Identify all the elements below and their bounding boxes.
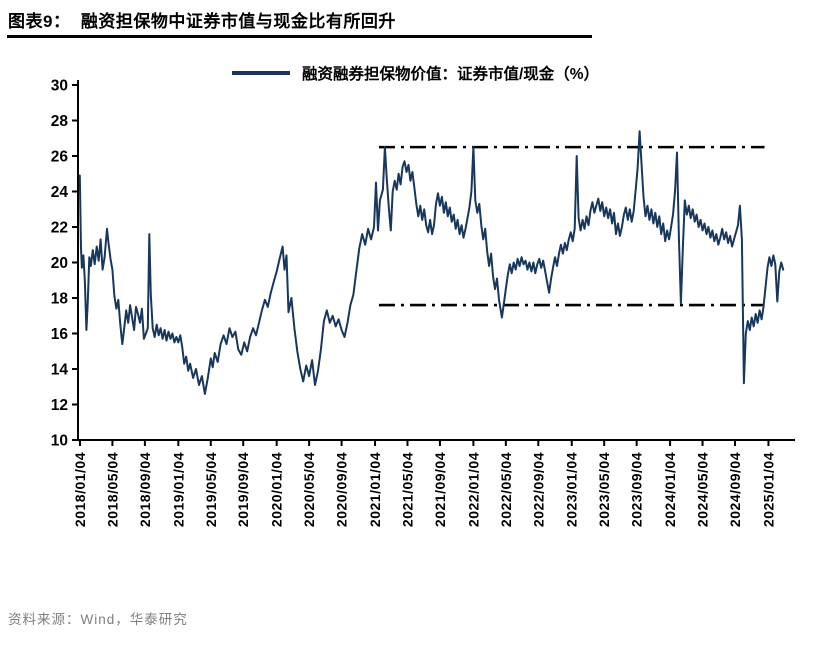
x-tick-label: 2024/01/04 — [662, 452, 678, 527]
y-tick-label: 22 — [51, 220, 68, 237]
y-tick-label: 30 — [51, 78, 68, 95]
x-tick-label: 2023/01/04 — [564, 452, 580, 527]
x-tick-label: 2023/09/04 — [629, 452, 645, 527]
x-tick-label: 2021/05/04 — [399, 452, 415, 527]
x-tick-label: 2019/09/04 — [235, 452, 251, 527]
x-tick-label: 2019/01/04 — [170, 452, 186, 527]
y-tick-label: 14 — [51, 362, 69, 379]
x-tick-label: 2019/05/04 — [203, 452, 219, 527]
x-tick-label: 2023/05/04 — [596, 452, 612, 527]
y-tick-label: 16 — [51, 326, 69, 343]
chart-legend: 融资融券担保物价值：证券市值/现金（%） — [0, 62, 831, 84]
y-tick-label: 18 — [51, 291, 69, 308]
x-tick-label: 2021/01/04 — [367, 452, 383, 527]
x-tick-label: 2021/09/04 — [432, 452, 448, 527]
y-tick-label: 10 — [51, 433, 68, 450]
source-note: 资料来源：Wind，华泰研究 — [8, 612, 188, 627]
y-tick-label: 20 — [51, 255, 68, 272]
x-tick-label: 2020/09/04 — [334, 452, 350, 527]
figure-title: 图表9： 融资担保物中证券市值与现金比有所回升 — [8, 12, 396, 31]
series-line — [78, 130, 785, 395]
x-tick-label: 2018/09/04 — [137, 452, 153, 527]
title-underline — [7, 35, 592, 38]
x-tick-label: 2020/01/04 — [269, 452, 285, 527]
x-tick-label: 2018/05/04 — [104, 452, 120, 527]
x-tick-label: 2022/09/04 — [530, 452, 546, 527]
x-tick-label: 2020/05/04 — [301, 452, 317, 527]
x-tick-label: 2018/01/04 — [72, 452, 88, 527]
x-tick-label: 2024/09/04 — [727, 452, 743, 527]
x-tick-label: 2022/05/04 — [498, 452, 514, 527]
legend-line-swatch — [231, 71, 290, 75]
legend-label: 融资融券担保物价值：证券市值/现金（%） — [301, 66, 600, 83]
y-tick-label: 28 — [51, 113, 69, 130]
y-tick-label: 12 — [51, 397, 68, 414]
x-tick-label: 2025/01/04 — [760, 452, 776, 527]
y-tick-label: 24 — [51, 184, 69, 201]
x-tick-label: 2024/05/04 — [695, 452, 711, 527]
y-tick-label: 26 — [51, 149, 69, 166]
x-tick-label: 2022/01/04 — [465, 452, 481, 527]
